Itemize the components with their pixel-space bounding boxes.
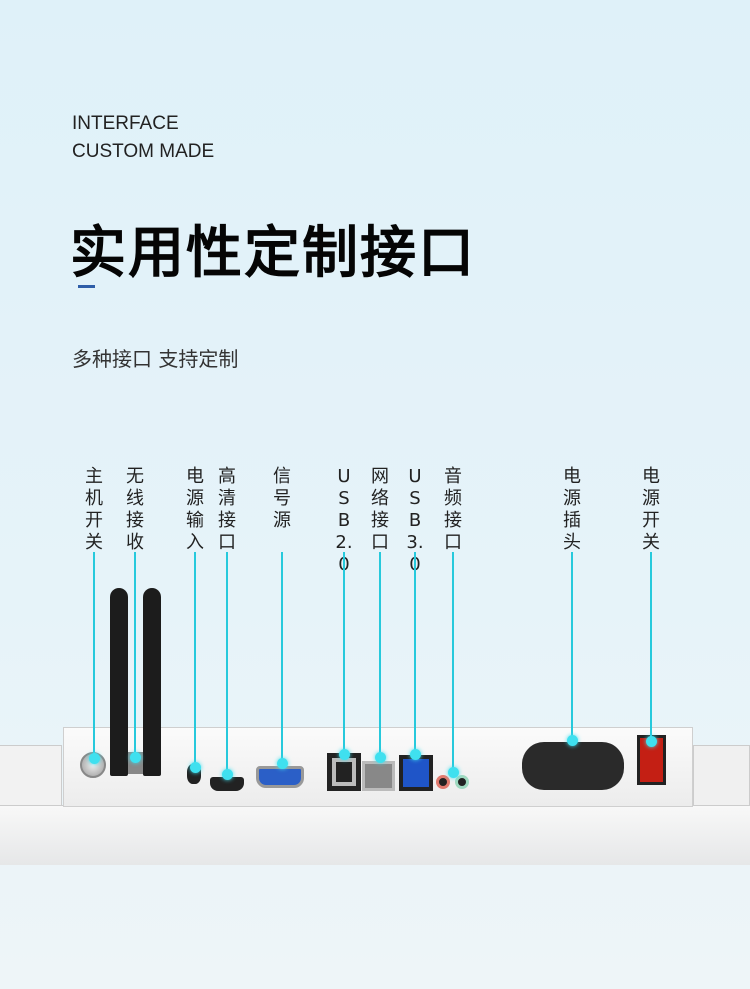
callout-label-power-switch: 电源开关 [642, 466, 660, 553]
page-title: 实用性定制接口 [70, 221, 476, 286]
callout-line [93, 552, 95, 758]
audio-in-port [455, 775, 469, 789]
vga-port [256, 766, 304, 788]
callout-line [281, 552, 283, 763]
device-base [0, 805, 750, 865]
callout-dot [190, 762, 201, 773]
english-heading-line2: CUSTOM MADE [72, 141, 215, 162]
ac-plug-port [522, 742, 624, 790]
callout-dot [646, 736, 657, 747]
callout-label-usb2: USB2.0 [335, 466, 353, 575]
lan-port [362, 761, 395, 791]
callout-line [571, 552, 573, 740]
callout-line [414, 552, 416, 754]
callout-dot [375, 752, 386, 763]
callout-label-ac-plug: 电源插头 [563, 466, 581, 553]
callout-label-wireless: 无线接收 [126, 466, 144, 553]
title-divider [78, 285, 95, 288]
callout-dot [222, 769, 233, 780]
callout-label-lan: 网络接口 [371, 466, 389, 553]
callout-label-hdmi: 高清接口 [218, 466, 236, 553]
callout-dot [89, 753, 100, 764]
callout-dot [339, 749, 350, 760]
callout-line [343, 552, 345, 754]
device-side [693, 745, 750, 807]
subtitle: 多种接口 支持定制 [72, 347, 239, 371]
hdmi-port [210, 777, 244, 791]
callout-label-dc-in: 电源输入 [186, 466, 204, 553]
device-side [0, 745, 62, 807]
callout-label-vga: 信号源 [273, 466, 291, 531]
audio-out-port [436, 775, 450, 789]
usb3-port [399, 755, 433, 791]
antenna [143, 588, 161, 776]
antenna [110, 588, 128, 776]
callout-line [194, 552, 196, 767]
callout-line [452, 552, 454, 772]
callout-dot [130, 752, 141, 763]
english-heading-line1: INTERFACE [72, 113, 179, 134]
callout-dot [448, 767, 459, 778]
callout-label-power-button: 主机开关 [85, 466, 103, 553]
callout-line [134, 552, 136, 757]
callout-line [379, 552, 381, 757]
callout-line [650, 552, 652, 741]
callout-dot [567, 735, 578, 746]
callout-dot [277, 758, 288, 769]
callout-line [226, 552, 228, 774]
callout-label-audio: 音频接口 [444, 466, 462, 553]
callout-dot [410, 749, 421, 760]
